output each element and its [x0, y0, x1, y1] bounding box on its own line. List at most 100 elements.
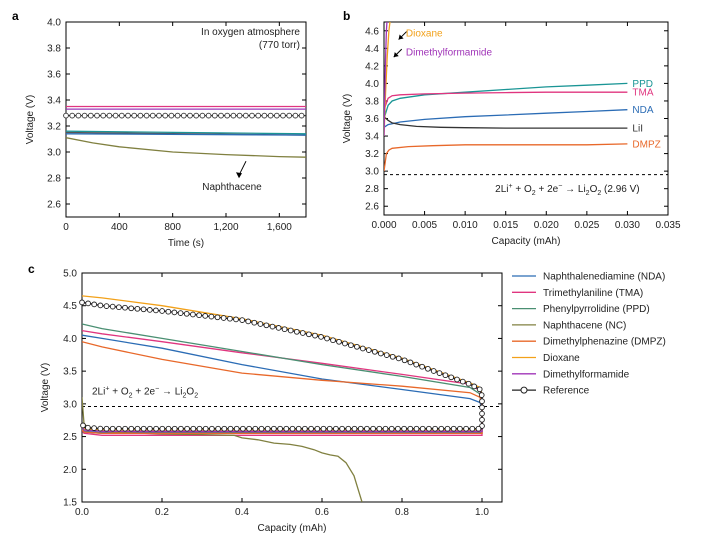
series-marker	[324, 335, 330, 342]
y-axis-label: Voltage (V)	[25, 95, 36, 144]
y-tick-label: 3.0	[63, 399, 77, 410]
series-marker	[476, 386, 483, 393]
series-marker	[277, 425, 283, 432]
series-marker	[165, 308, 172, 315]
series-marker	[137, 112, 144, 119]
series-marker	[295, 425, 302, 432]
annotation-atmosphere: In oxygen atmosphere	[201, 27, 300, 38]
series-marker	[469, 425, 476, 432]
series-marker	[97, 302, 104, 309]
series-marker	[149, 112, 156, 119]
series-label-nda: NDA	[632, 105, 653, 116]
legend-marker	[520, 386, 528, 394]
legend-entry-naphthalenediamine-nda: Naphthalenediamine (NDA)	[543, 272, 665, 283]
series-marker	[267, 112, 274, 119]
series-marker	[196, 425, 203, 432]
series-marker	[354, 343, 360, 350]
series-marker	[103, 303, 110, 309]
series-line-dioxane	[82, 295, 483, 431]
y-tick-label: 3.8	[365, 96, 379, 107]
series-marker	[251, 319, 258, 326]
series-marker	[94, 112, 100, 119]
series-marker	[87, 112, 94, 119]
series-marker	[153, 425, 159, 432]
series-marker	[116, 304, 122, 311]
series-marker	[91, 301, 98, 308]
series-marker	[177, 310, 184, 316]
series-marker	[275, 325, 282, 331]
series-marker	[258, 425, 265, 432]
x-tick-label: 0.030	[615, 220, 640, 231]
series-marker	[257, 321, 264, 327]
series-marker	[211, 112, 218, 119]
x-tick-label: 0.025	[574, 220, 599, 231]
series-line-dimethylformamide	[384, 22, 388, 137]
series-marker	[187, 112, 193, 119]
callout-dimethylformamide: Dimethylformamide	[406, 48, 493, 59]
y-tick-label: 3.4	[365, 132, 379, 143]
series-marker	[465, 380, 472, 387]
series-marker	[208, 313, 215, 320]
x-tick-label: 0.8	[395, 507, 409, 518]
series-line-808040	[66, 137, 306, 158]
series-marker	[245, 318, 252, 325]
panel-a: a 0 400 800 1,200 1,600 2.6 2.8 3.0 3.2 3.4 3.6 3.8 4…	[12, 9, 307, 249]
x-tick-label: 1,600	[267, 222, 292, 233]
series-marker	[106, 112, 113, 119]
y-tick-label: 1.5	[63, 498, 77, 509]
series-marker	[280, 112, 286, 119]
y-tick-label: 2.6	[365, 202, 379, 213]
series-marker	[240, 425, 246, 432]
series-marker	[190, 425, 197, 432]
y-tick-label: 2.8	[47, 174, 61, 185]
series-marker	[202, 313, 209, 319]
series-marker	[246, 425, 252, 432]
series-marker	[273, 112, 280, 119]
legend-entry-dioxane: Dioxane	[543, 353, 580, 364]
series-line-trimethylaniline-tma	[82, 329, 483, 436]
series-marker	[312, 332, 318, 339]
panel-letter: a	[12, 9, 19, 23]
series-marker	[162, 112, 169, 119]
series-marker	[287, 327, 294, 334]
y-tick-label: 3.5	[63, 367, 77, 378]
series-marker	[401, 425, 407, 432]
series-marker	[183, 310, 190, 317]
series-marker	[364, 425, 370, 432]
series-marker	[80, 422, 86, 429]
y-tick-label: 4.0	[63, 334, 77, 345]
x-tick-label: 0.000	[371, 220, 396, 231]
y-tick-label: 3.6	[365, 114, 379, 125]
series-marker	[326, 425, 333, 432]
series-marker	[475, 425, 482, 432]
series-marker	[215, 425, 221, 432]
series-marker	[383, 352, 390, 358]
series-marker	[292, 112, 299, 119]
series-marker	[336, 338, 342, 345]
series-marker	[457, 425, 463, 432]
series-marker	[430, 368, 437, 374]
y-tick-label: 3.6	[47, 70, 61, 81]
series-marker	[395, 355, 402, 362]
series-marker	[395, 425, 401, 432]
x-tick-label: 0.020	[534, 220, 559, 231]
series-marker	[220, 315, 227, 321]
series-marker	[289, 425, 296, 432]
x-tick-label: 0.035	[655, 220, 680, 231]
series-marker	[271, 425, 277, 432]
series-marker	[79, 299, 85, 306]
callout-arrowhead	[398, 34, 404, 40]
series-marker	[357, 425, 364, 432]
x-tick-label: 0.2	[155, 507, 169, 518]
series-marker	[116, 425, 122, 432]
series-marker	[218, 112, 224, 119]
y-tick-label: 4.2	[365, 61, 379, 72]
series-marker	[401, 357, 408, 364]
series-marker	[196, 312, 202, 319]
series-marker	[264, 425, 271, 432]
series-marker	[293, 328, 300, 335]
x-tick-label: 400	[111, 222, 128, 233]
series-marker	[454, 376, 460, 383]
series-marker	[128, 425, 135, 432]
series-marker	[479, 398, 485, 405]
